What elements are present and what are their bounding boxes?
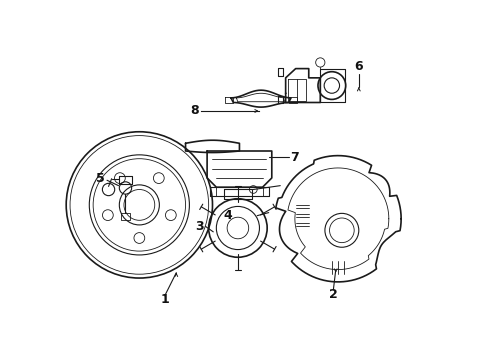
Text: 8: 8 bbox=[190, 104, 199, 117]
Text: 7: 7 bbox=[290, 150, 299, 164]
Text: 4: 4 bbox=[223, 209, 232, 222]
Text: 3: 3 bbox=[195, 220, 203, 233]
Text: 2: 2 bbox=[328, 288, 337, 301]
Text: 5: 5 bbox=[96, 172, 105, 185]
Text: 6: 6 bbox=[354, 60, 363, 73]
Text: 1: 1 bbox=[160, 293, 169, 306]
